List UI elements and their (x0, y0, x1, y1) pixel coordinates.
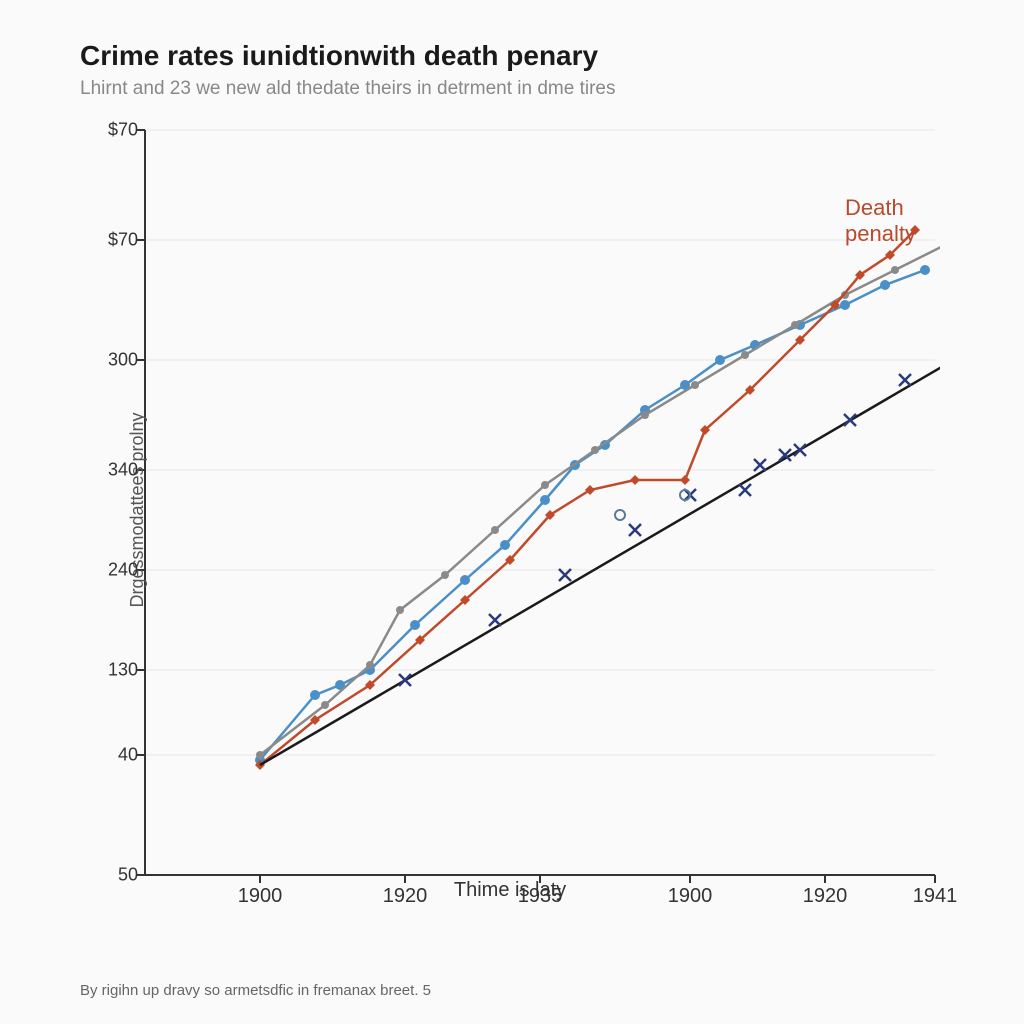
y-tick-label: $70 (108, 120, 138, 141)
chart-title: Crime rates iunidtionwith death penary (80, 40, 980, 72)
y-tick-label: 40 (118, 745, 138, 766)
y-tick-label: 300 (108, 350, 138, 371)
y-tick-label: 340 (108, 460, 138, 481)
x-axis-label: Thime is laty (454, 879, 566, 902)
y-tick-label: 130 (108, 660, 138, 681)
plot-area: Drgessmodattees prolny $70$7030034024013… (80, 120, 940, 900)
series-label-death-penalty: Death penalty (845, 195, 940, 247)
y-tick-label: 50 (118, 865, 138, 886)
chart-container: Crime rates iunidtionwith death penary L… (80, 40, 980, 900)
x-tick-label: 1941 (913, 885, 958, 908)
y-tick-label: $70 (108, 230, 138, 251)
chart-svg (80, 120, 940, 910)
y-tick-label: 240 (108, 560, 138, 581)
x-tick-label: 1920 (383, 885, 428, 908)
x-tick-label: 1920 (803, 885, 848, 908)
chart-subtitle: Lhirnt and 23 we new ald thedate theirs … (80, 78, 980, 100)
x-tick-label: 1900 (238, 885, 283, 908)
chart-footnote: By rigihn up dravy so armetsdfic in frem… (80, 982, 431, 999)
x-tick-label: 1900 (668, 885, 713, 908)
